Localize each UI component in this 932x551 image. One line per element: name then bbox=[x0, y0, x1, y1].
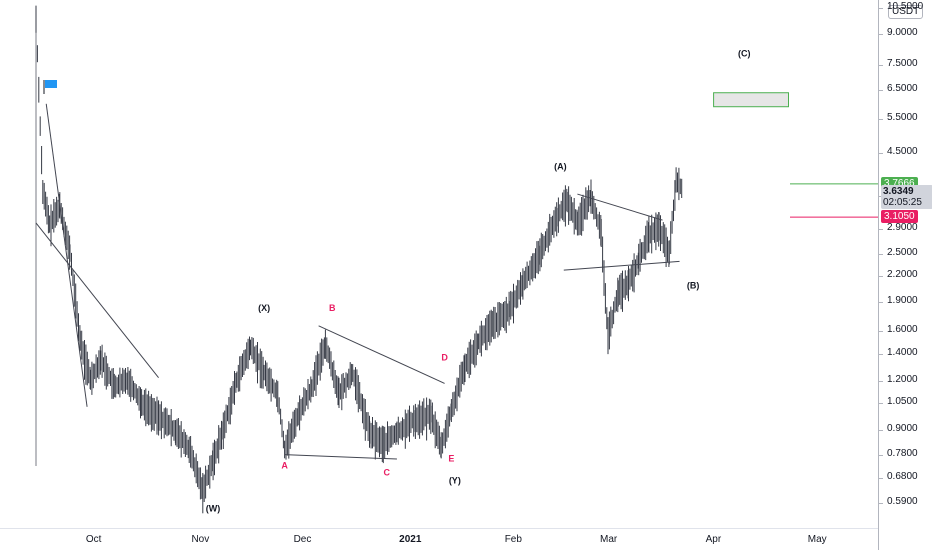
price-tick-label: 0.6800 bbox=[879, 471, 918, 483]
wave-label[interactable]: (A) bbox=[554, 161, 567, 171]
trendline[interactable] bbox=[284, 454, 397, 460]
time-tick-label: May bbox=[807, 534, 827, 545]
wave-label[interactable]: (Y) bbox=[449, 475, 461, 485]
wave-label[interactable]: C bbox=[383, 468, 390, 478]
price-tick-label: 6.5000 bbox=[879, 83, 918, 95]
wave-label[interactable]: (X) bbox=[258, 303, 270, 313]
last-price-badge: 3.6349 02:05:25 bbox=[881, 184, 932, 209]
wave-label[interactable]: B bbox=[329, 303, 336, 313]
trendline[interactable] bbox=[45, 103, 88, 407]
price-tick-label: 7.5000 bbox=[879, 58, 918, 70]
price-tick-label: 2.2000 bbox=[879, 269, 918, 281]
trendline[interactable] bbox=[577, 193, 663, 221]
price-tick-label: 9.0000 bbox=[879, 27, 918, 39]
bar-countdown: 02:05:25 bbox=[883, 196, 922, 208]
time-tick-label: Feb bbox=[504, 534, 522, 545]
wave-label[interactable]: (W) bbox=[206, 504, 221, 514]
trendline[interactable] bbox=[35, 222, 159, 378]
price-tick-label: 10.5000 bbox=[878, 0, 924, 12]
time-tick-label: Mar bbox=[600, 534, 618, 545]
price-chart[interactable]: (W) (X) (Y) (A) (B) (C) A B C D E bbox=[0, 0, 878, 528]
trendline[interactable] bbox=[563, 260, 680, 271]
flag-icon[interactable] bbox=[45, 80, 57, 88]
price-tick-label: 1.9000 bbox=[879, 294, 918, 306]
price-scale[interactable]: USDT 10.5000 9.0000 7.5000 6.5000 5.5000 4.50… bbox=[878, 0, 932, 550]
last-price-value: 3.6349 bbox=[883, 185, 914, 197]
time-tick-label: Nov bbox=[191, 534, 210, 545]
time-tick-label: 2021 bbox=[399, 534, 422, 545]
time-tick-label: Apr bbox=[705, 534, 722, 545]
time-tick-label: Oct bbox=[85, 534, 102, 545]
price-tick-label: 2.5000 bbox=[879, 247, 918, 259]
wave-label[interactable]: E bbox=[448, 453, 454, 463]
price-tick-label: 2.9000 bbox=[879, 221, 918, 233]
wave-label[interactable]: (C) bbox=[738, 49, 751, 59]
price-level-badge: 3.1050 bbox=[881, 210, 918, 224]
target-zone-box[interactable] bbox=[713, 92, 790, 108]
price-tick-label: 0.5900 bbox=[879, 495, 918, 507]
trendline[interactable] bbox=[318, 325, 445, 384]
price-tick-label: 1.6000 bbox=[879, 324, 918, 336]
chart-area[interactable]: (W) (X) (Y) (A) (B) (C) A B C D E bbox=[0, 0, 878, 528]
price-tick-label: 0.9000 bbox=[879, 422, 918, 434]
price-tick-label: 1.4000 bbox=[879, 347, 918, 358]
price-tick-label: 1.0500 bbox=[879, 396, 918, 408]
price-tick-label: 4.5000 bbox=[879, 146, 918, 158]
wave-label[interactable]: A bbox=[281, 460, 288, 470]
time-scale[interactable]: Oct Nov Dec 2021 Feb Mar Apr May bbox=[0, 528, 878, 551]
wave-label[interactable]: D bbox=[441, 352, 448, 362]
wave-label[interactable]: (B) bbox=[687, 280, 700, 290]
price-tick-label: 1.2000 bbox=[879, 373, 918, 385]
currency-label[interactable]: USDT bbox=[888, 5, 924, 19]
price-tick-label: 5.5000 bbox=[879, 111, 918, 123]
price-tick-label: 0.7800 bbox=[879, 447, 918, 459]
time-tick-label: Dec bbox=[293, 534, 312, 545]
